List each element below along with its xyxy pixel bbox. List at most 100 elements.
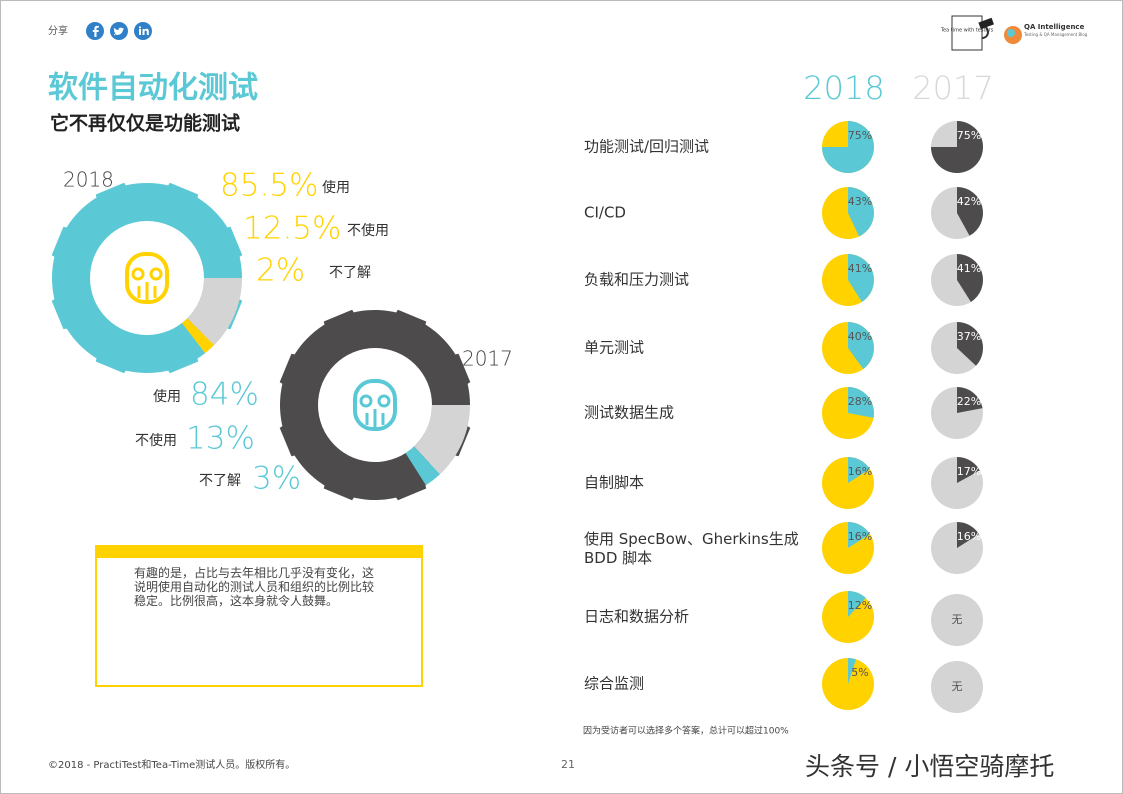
linkedin-glyph xyxy=(138,26,149,35)
robot-eye xyxy=(149,267,163,281)
pie-slice xyxy=(957,322,984,366)
logo-right-text: QA Intelligence xyxy=(1024,23,1085,31)
value-label: 75% xyxy=(957,129,981,142)
gear-value-label: 3% xyxy=(252,461,301,497)
gear-hole xyxy=(90,221,204,335)
category-label: CI/CD xyxy=(584,204,626,222)
callout-bar xyxy=(95,546,423,558)
gear-segment xyxy=(405,446,441,486)
gear-legend-label: 不了解 xyxy=(199,473,241,489)
value-label: 22% xyxy=(957,395,981,408)
robot-head xyxy=(125,252,169,304)
subtitle: 它不再仅仅是功能测试 xyxy=(50,112,240,135)
gear-value-label: 85.5% xyxy=(220,168,318,204)
twitter-glyph xyxy=(113,27,125,36)
robot-circuit xyxy=(365,409,385,427)
robot-circuit xyxy=(137,282,157,300)
category-label: 自制脚本 xyxy=(584,474,644,492)
watermark: 头条号 / 小悟空骑摩托 xyxy=(805,752,1054,781)
value-label: 5% xyxy=(851,666,868,679)
category-label: 日志和数据分析 xyxy=(584,608,689,626)
empty-pie xyxy=(931,594,983,646)
empty-pie xyxy=(931,661,983,713)
logos: Tea time with testers QA Intelligence Te… xyxy=(940,15,1088,51)
logo-right-sub: Testing & QA Management Blog xyxy=(1023,32,1088,37)
logo-cup xyxy=(951,15,983,51)
copyright: ©2018 - PractiTest和Tea-Time测试人员。版权所有。 xyxy=(48,758,295,771)
share-label: 分享 xyxy=(48,24,68,37)
year-header: 2017 xyxy=(912,69,993,107)
category-label: 使用 SpecBow、Gherkins生成 BDD 脚本 xyxy=(584,530,799,567)
pie-slice xyxy=(848,187,875,237)
category-label: 单元测试 xyxy=(584,339,644,357)
value-label: 28% xyxy=(848,395,872,408)
title: 软件自动化测试 xyxy=(48,71,258,106)
pie-slice xyxy=(848,387,874,418)
gear-legend-label: 不使用 xyxy=(135,432,177,449)
value-label: 42% xyxy=(957,195,981,208)
gear-segment xyxy=(181,318,215,354)
robot-head xyxy=(353,379,397,431)
category-label: 负载和压力测试 xyxy=(584,271,689,289)
pie-slice xyxy=(848,322,875,370)
pie-slice xyxy=(931,121,983,173)
year-header: 2018 xyxy=(803,69,884,107)
value-label: 16% xyxy=(848,465,872,478)
value-label: 75% xyxy=(848,129,872,142)
pie-slice xyxy=(957,522,979,548)
gear-segment xyxy=(414,405,471,475)
category-label: 功能测试/回归测试 xyxy=(584,138,709,156)
gear-legend-label: 使用 xyxy=(153,388,181,405)
pie-slice xyxy=(957,254,983,302)
value-label: 16% xyxy=(957,530,981,543)
pie-slice xyxy=(957,457,980,483)
callout-text: 有趣的是，占比与去年相比几乎没有变化，这说明使用自动化的测试人员和组织的比例比较… xyxy=(134,566,375,608)
pie-slice xyxy=(848,457,870,483)
value-label: 12% xyxy=(848,599,872,612)
gear-segment xyxy=(52,183,243,373)
pie-slice xyxy=(957,187,983,236)
gear-value-label: 84% xyxy=(190,377,259,413)
robot-eye xyxy=(377,394,391,408)
value-label: 17% xyxy=(957,465,981,478)
gear-hole xyxy=(318,348,432,462)
logo-left-text: Tea time with testers xyxy=(940,28,994,34)
gear-segment xyxy=(280,310,470,500)
social-icons[interactable] xyxy=(86,22,152,40)
note: 因为受访者可以选择多个答案，总计可以超过100% xyxy=(583,725,789,737)
gear-legend-label: 使用 xyxy=(322,179,350,196)
value-label: 无 xyxy=(952,613,963,626)
page-number: 21 xyxy=(561,758,575,771)
logo-tag xyxy=(978,17,994,30)
category-label: 综合监测 xyxy=(584,675,644,693)
gear-year: 2017 xyxy=(462,347,513,371)
logo-head-dot xyxy=(1007,29,1015,37)
gear-legend-label: 不了解 xyxy=(329,265,371,281)
value-label: 无 xyxy=(952,680,963,693)
pie-slice xyxy=(848,591,866,617)
pie-slice xyxy=(848,658,857,684)
callout-box xyxy=(95,545,423,687)
value-label: 41% xyxy=(848,262,872,275)
gear-value-label: 12.5% xyxy=(243,211,341,247)
pie-slice xyxy=(848,254,875,302)
pie-slice xyxy=(957,387,983,413)
value-label: 43% xyxy=(848,195,872,208)
pie-slice xyxy=(848,522,870,548)
value-label: 40% xyxy=(848,330,872,343)
pie-slice xyxy=(822,121,874,173)
category-label: 测试数据生成 xyxy=(584,404,674,422)
gear-segment xyxy=(187,278,242,346)
value-label: 37% xyxy=(957,330,981,343)
gear-legend-label: 不使用 xyxy=(347,222,389,239)
gear-value-label: 2% xyxy=(256,253,305,289)
gear-value-label: 13% xyxy=(186,421,255,457)
robot-eye xyxy=(131,267,145,281)
value-label: 41% xyxy=(957,262,981,275)
gear-year: 2018 xyxy=(63,168,114,192)
facebook-glyph xyxy=(92,25,99,37)
robot-eye xyxy=(359,394,373,408)
value-label: 16% xyxy=(848,530,872,543)
